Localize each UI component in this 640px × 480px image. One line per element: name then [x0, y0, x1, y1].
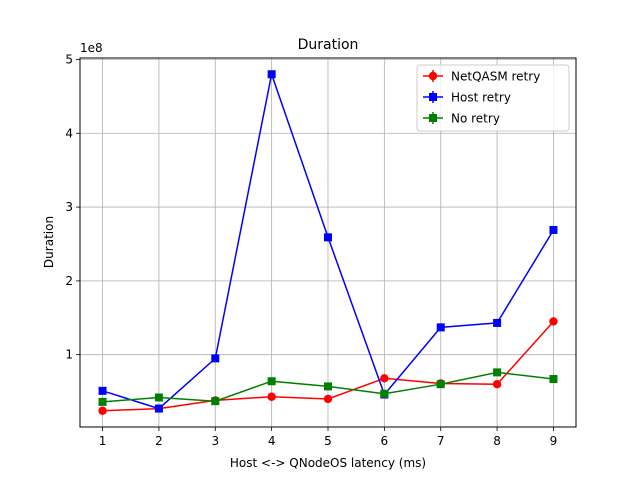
data-point-netqasm-retry [98, 406, 107, 415]
data-point-netqasm-retry [323, 394, 333, 404]
data-point-host-retry [324, 233, 332, 242]
legend-marker-host-retry [429, 93, 437, 101]
x-axis-label: Host <-> QNodeOS latency (ms) [230, 456, 426, 470]
data-point-netqasm-retry [549, 317, 558, 326]
series-no-retry [98, 368, 558, 406]
legend-entry-netqasm-retry: NetQASM retry [423, 70, 540, 84]
x-tick-label: 7 [437, 434, 445, 448]
series-layer [98, 70, 558, 415]
y-tick-label: 3 [65, 200, 73, 214]
legend-label-netqasm-retry: NetQASM retry [451, 70, 540, 84]
x-tick-label: 3 [211, 434, 219, 448]
data-point-netqasm-retry [492, 379, 502, 389]
data-point-no-retry [493, 368, 502, 377]
data-point-no-retry [436, 380, 445, 389]
y-tick-label: 5 [65, 52, 73, 66]
data-point-host-retry [154, 404, 163, 413]
legend-label-host-retry: Host retry [451, 91, 511, 105]
data-point-no-retry [154, 393, 163, 402]
x-tick-label: 1 [99, 434, 107, 448]
legend-entry-host-retry: Host retry [423, 91, 511, 105]
data-point-netqasm-retry [267, 392, 276, 401]
series-host-retry [98, 70, 558, 413]
y-tick-label: 1 [65, 348, 73, 362]
chart-title: Duration [298, 37, 359, 53]
y-tick-label: 2 [65, 274, 73, 288]
data-point-host-retry [267, 70, 276, 79]
y-tick-label: 4 [65, 126, 73, 140]
x-axis-ticks: 1 2 3 4 5 6 7 8 9 [99, 427, 558, 448]
data-point-host-retry [549, 225, 558, 234]
data-point-no-retry [324, 382, 332, 391]
data-point-no-retry [549, 375, 558, 384]
x-tick-label: 6 [381, 434, 389, 448]
legend-entry-no-retry: No retry [423, 112, 500, 126]
data-point-host-retry [211, 354, 220, 363]
data-point-no-retry [380, 389, 389, 398]
y-axis-ticks: 1 2 3 4 5 [65, 52, 80, 362]
x-tick-label: 9 [550, 434, 558, 448]
legend-label-no-retry: No retry [451, 112, 500, 126]
data-point-no-retry [98, 397, 107, 406]
data-point-host-retry [98, 386, 107, 395]
y-axis-label: Duration [42, 216, 56, 268]
legend-box [416, 64, 570, 132]
x-tick-label: 4 [268, 434, 276, 448]
data-point-host-retry [436, 323, 445, 332]
data-point-netqasm-retry [380, 374, 389, 383]
x-tick-label: 2 [155, 434, 163, 448]
x-tick-label: 5 [324, 434, 332, 448]
data-point-no-retry [211, 397, 220, 406]
legend-marker-no-retry [429, 114, 437, 122]
data-point-host-retry [493, 318, 502, 327]
legend: NetQASM retry Host retry No retry [416, 64, 570, 132]
data-point-no-retry [267, 377, 276, 386]
y-axis-offset-label: 1e8 [80, 41, 103, 55]
legend-marker-netqasm-retry [428, 71, 438, 81]
x-tick-label: 8 [493, 434, 501, 448]
